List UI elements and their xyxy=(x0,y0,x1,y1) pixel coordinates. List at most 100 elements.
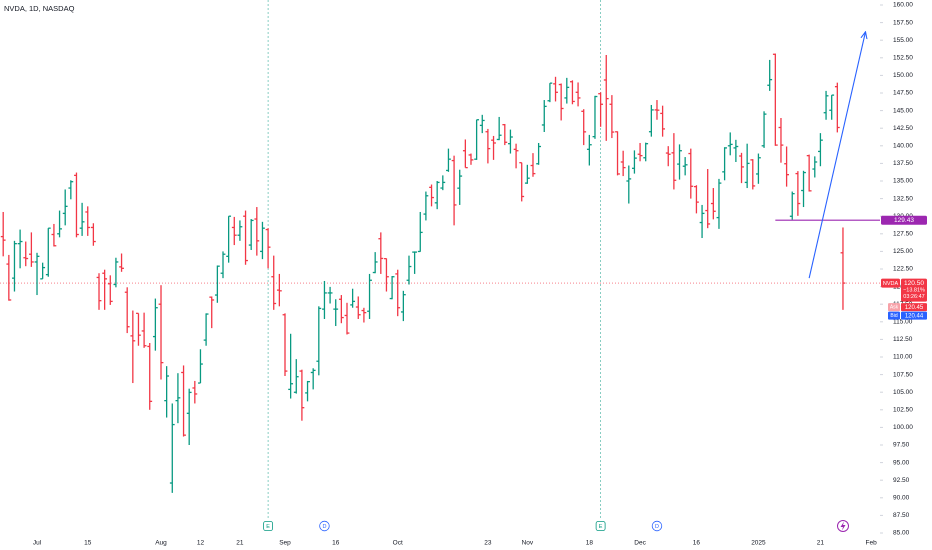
ohlc-bar xyxy=(62,189,68,226)
ohlc-bar xyxy=(801,170,806,208)
ohlc-bar xyxy=(541,100,547,133)
ohlc-bar xyxy=(372,252,378,274)
y-tick-label: 95.00 xyxy=(893,459,910,466)
ohlc-bar xyxy=(660,105,666,137)
y-tick-label: 155.00 xyxy=(893,37,913,44)
chart-title: NVDA, 1D, NASDAQ xyxy=(4,4,75,13)
ohlc-bar xyxy=(716,178,722,229)
horizontal-line-label: 129.43 xyxy=(894,217,914,224)
ohlc-bar xyxy=(789,191,795,220)
ohlc-bar xyxy=(474,119,480,160)
ohlc-bar xyxy=(40,262,46,280)
x-tick-label: 2025 xyxy=(751,540,766,547)
ohlc-bar xyxy=(6,254,12,301)
ohlc-bar xyxy=(626,165,632,204)
ohlc-bar xyxy=(491,135,496,160)
ohlc-bar xyxy=(496,116,502,141)
ohlc-bar xyxy=(795,171,801,216)
ohlc-bar xyxy=(192,380,198,404)
ohlc-bar xyxy=(761,111,767,148)
x-tick-label: Oct xyxy=(393,540,403,547)
ohlc-bar xyxy=(327,286,333,304)
ohlc-bar xyxy=(333,299,339,327)
ohlc-bar xyxy=(350,288,356,308)
ohlc-bar xyxy=(51,223,57,247)
y-tick-label: 107.50 xyxy=(893,371,913,378)
y-tick-label: 112.50 xyxy=(893,336,913,343)
ohlc-bar xyxy=(570,80,575,105)
ohlc-bar xyxy=(823,90,829,120)
ohlc-bar xyxy=(440,175,446,191)
x-tick-label: 15 xyxy=(84,540,92,547)
y-tick-label: 125.00 xyxy=(893,248,913,255)
ohlc-bar xyxy=(237,220,243,241)
x-tick-label: 18 xyxy=(586,540,594,547)
ohlc-bar xyxy=(739,152,744,184)
ohlc-bar xyxy=(12,240,17,292)
ohlc-bar xyxy=(598,92,604,127)
x-tick-label: 12 xyxy=(197,540,205,547)
ohlc-bar xyxy=(615,131,620,176)
ohlc-bar xyxy=(806,154,812,192)
ohlc-bar xyxy=(519,162,525,202)
ohlc-bar xyxy=(406,255,412,285)
ohlc-bar xyxy=(299,369,305,421)
bid-name: Bid xyxy=(890,313,897,319)
ohlc-bar xyxy=(243,210,248,265)
event-label: E xyxy=(599,524,603,530)
y-tick-label: 140.00 xyxy=(893,143,913,150)
y-tick-label: 100.00 xyxy=(893,424,913,431)
ohlc-bar xyxy=(17,229,23,269)
ohlc-bar xyxy=(90,223,96,246)
event-badge xyxy=(595,521,606,531)
ohlc-bar xyxy=(158,285,164,380)
ohlc-bar xyxy=(429,184,434,207)
last-price-tag xyxy=(901,278,927,302)
ohlc-bar xyxy=(705,169,711,229)
ohlc-bar xyxy=(558,83,564,121)
ohlc-bar xyxy=(68,180,74,200)
ohlc-bar xyxy=(113,257,119,288)
y-tick-label: 137.50 xyxy=(893,160,913,167)
ohlc-bar xyxy=(338,295,344,324)
flash-icon[interactable] xyxy=(837,520,849,532)
y-tick-label: 160.00 xyxy=(893,2,913,9)
ohlc-bar xyxy=(305,380,310,402)
ohlc-bar xyxy=(147,342,153,410)
ohlc-bar xyxy=(772,53,778,146)
y-tick-label: 92.50 xyxy=(893,477,910,484)
ohlc-bar xyxy=(710,188,716,220)
ohlc-bar xyxy=(784,146,790,187)
ohlc-bar xyxy=(79,202,85,236)
ohlc-bar xyxy=(423,191,429,221)
ohlc-bar xyxy=(130,310,136,384)
ohlc-bar xyxy=(0,211,6,257)
y-tick-label: 152.50 xyxy=(893,55,913,62)
ohlc-bar xyxy=(214,265,220,303)
ohlc-bar xyxy=(682,157,688,176)
y-tick-label: 105.00 xyxy=(893,389,913,396)
ohlc-bar xyxy=(744,143,750,189)
ohlc-bar xyxy=(107,275,113,305)
ohlc-bar xyxy=(457,169,463,205)
y-tick-label: 147.50 xyxy=(893,90,913,97)
ask-tag xyxy=(901,303,927,312)
bid-name-tag xyxy=(888,311,900,320)
x-tick-label: 21 xyxy=(817,540,825,547)
ohlc-bar xyxy=(74,172,79,238)
ohlc-bar xyxy=(485,128,491,164)
ohlc-bar xyxy=(750,159,756,190)
trend-line xyxy=(808,32,865,279)
event-badge xyxy=(319,520,330,532)
ohlc-bar xyxy=(417,211,423,253)
ohlc-bar xyxy=(553,76,558,102)
ohlc-bar xyxy=(722,147,728,181)
ohlc-bar xyxy=(384,258,389,292)
ohlc-bar xyxy=(468,153,474,165)
ohlc-bar xyxy=(643,142,649,162)
ohlc-bar xyxy=(209,296,215,329)
ohlc-bar xyxy=(45,227,51,277)
ohlc-bar xyxy=(412,251,418,274)
